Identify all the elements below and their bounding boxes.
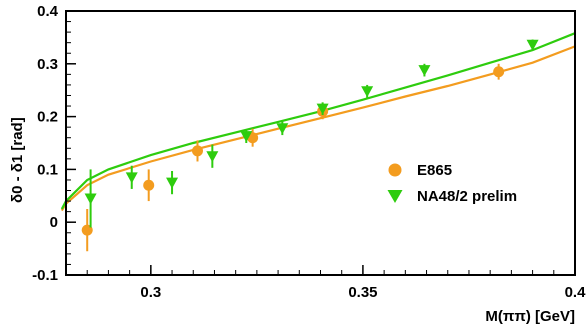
fit-curve-line (60, 45, 576, 212)
axis-ticks: -0.1 0 0.1 0.2 0.3 0.4 0.3 0.35 0.4 (32, 3, 586, 301)
x-tick-label: 0.3 (140, 284, 161, 301)
data-point-triangle (206, 151, 219, 163)
y-tick-label: 0 (50, 214, 58, 231)
x-tick-label: 0.35 (348, 284, 377, 301)
data-point-triangle (125, 172, 138, 184)
y-tick-label: 0.1 (37, 161, 58, 178)
data-point-triangle (526, 39, 539, 51)
data-point-triangle (276, 123, 289, 135)
legend-marker-triangle (387, 190, 403, 203)
legend: E865 NA48/2 prelim (387, 162, 517, 205)
y-tick-label: 0.4 (37, 3, 59, 20)
data-point-triangle (418, 65, 431, 77)
data-points (81, 39, 539, 252)
x-tick-label: 0.4 (565, 284, 587, 301)
data-point-triangle (84, 193, 97, 205)
y-axis-label: δ0 - δ1 [rad] (9, 117, 26, 203)
y-tick-label: 0.2 (37, 109, 58, 126)
data-point-triangle (361, 86, 374, 98)
y-tick-label: 0.3 (37, 56, 58, 73)
legend-label: NA48/2 prelim (417, 188, 517, 205)
y-tick-label: -0.1 (32, 267, 58, 284)
fit-curves (60, 32, 576, 212)
data-point-triangle (316, 103, 329, 115)
data-point-triangle (240, 131, 253, 143)
data-point-circle (191, 145, 203, 157)
data-point-triangle (166, 177, 179, 189)
x-axis-label: M(ππ) [GeV] (485, 308, 575, 325)
data-point-circle (143, 179, 155, 191)
legend-marker-circle (388, 163, 402, 177)
fit-curve-line (60, 32, 576, 210)
legend-label: E865 (417, 162, 452, 179)
data-point-circle (493, 66, 505, 78)
